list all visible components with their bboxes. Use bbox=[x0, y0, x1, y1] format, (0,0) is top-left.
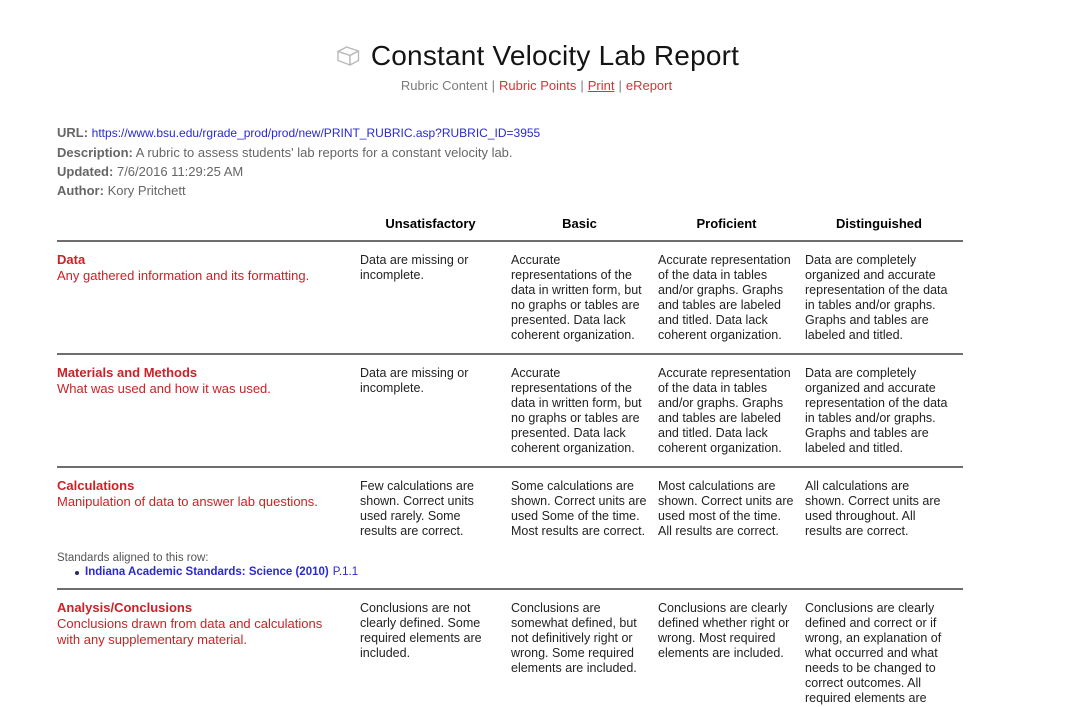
page-title-row: Constant Velocity Lab Report bbox=[334, 40, 739, 72]
header-unsatisfactory: Unsatisfactory bbox=[360, 216, 511, 242]
criteria-title: Data bbox=[57, 252, 86, 267]
header-basic: Basic bbox=[511, 216, 658, 242]
cell-proficient: Most calculations are shown. Correct uni… bbox=[658, 466, 805, 549]
criteria-cell: Data Any gathered information and its fo… bbox=[57, 241, 360, 354]
criteria-cell: Analysis/Conclusions Conclusions drawn f… bbox=[57, 588, 360, 707]
standard-link[interactable]: Indiana Academic Standards: Science (201… bbox=[85, 566, 329, 578]
criteria-header-spacer bbox=[57, 216, 360, 242]
rubric-page: Constant Velocity Lab Report Rubric Cont… bbox=[0, 40, 1073, 707]
updated-value: 7/6/2016 11:29:25 AM bbox=[116, 164, 244, 179]
author-value: Kory Pritchett bbox=[107, 183, 186, 198]
cell-basic: Conclusions are somewhat defined, but no… bbox=[511, 588, 658, 707]
nav-ereport[interactable]: eReport bbox=[625, 78, 673, 93]
url-label: URL: bbox=[57, 125, 89, 140]
rubric-url-link[interactable]: https://www.bsu.edu/rgrade_prod/prod/new… bbox=[91, 126, 541, 140]
author-label: Author: bbox=[57, 183, 104, 198]
cell-unsatisfactory: Data are missing or incomplete. bbox=[360, 353, 511, 467]
page-title: Constant Velocity Lab Report bbox=[370, 40, 740, 71]
meta-updated-row: Updated: 7/6/2016 11:29:25 AM bbox=[57, 162, 1073, 181]
meta-description-row: Description: A rubric to assess students… bbox=[57, 143, 1073, 162]
criteria-title: Materials and Methods bbox=[57, 365, 198, 380]
rubric-metadata: URL: https://www.bsu.edu/rgrade_prod/pro… bbox=[57, 123, 1073, 200]
cube-icon bbox=[334, 44, 362, 68]
cell-distinguished: Data are completely organized and accura… bbox=[805, 353, 963, 467]
nav-print[interactable]: Print bbox=[587, 78, 615, 93]
meta-url-row: URL: https://www.bsu.edu/rgrade_prod/pro… bbox=[57, 123, 1073, 143]
description-value: A rubric to assess students' lab reports… bbox=[135, 145, 513, 160]
updated-label: Updated: bbox=[57, 164, 114, 179]
cell-unsatisfactory: Conclusions are not clearly defined. Som… bbox=[360, 588, 511, 707]
cell-proficient: Conclusions are clearly defined whether … bbox=[658, 588, 805, 707]
criteria-cell: Materials and Methods What was used and … bbox=[57, 353, 360, 467]
header-distinguished: Distinguished bbox=[805, 216, 963, 242]
bullet-icon bbox=[75, 570, 79, 575]
nav-separator: | bbox=[491, 78, 496, 93]
criteria-description: Conclusions drawn from data and calculat… bbox=[57, 616, 323, 647]
description-label: Description: bbox=[57, 145, 133, 160]
cell-proficient: Accurate representation of the data in t… bbox=[658, 253, 791, 342]
criteria-description: Any gathered information and its formatt… bbox=[57, 268, 310, 283]
cell-distinguished: Data are completely organized and accura… bbox=[805, 253, 948, 342]
header-proficient: Proficient bbox=[658, 216, 805, 242]
table-row-data: Data Any gathered information and its fo… bbox=[57, 241, 963, 354]
nav-separator: | bbox=[618, 78, 622, 93]
rubric-table: Unsatisfactory Basic Proficient Distingu… bbox=[57, 216, 963, 707]
table-row-materials-and-methods: Materials and Methods What was used and … bbox=[57, 353, 963, 467]
criteria-title: Analysis/Conclusions bbox=[57, 600, 193, 615]
cell-basic: Accurate representations of the data in … bbox=[511, 253, 642, 342]
nav-rubric-content: Rubric Content bbox=[400, 78, 488, 93]
standards-row-calculations: Standards aligned to this row: Indiana A… bbox=[57, 549, 963, 589]
page-header: Constant Velocity Lab Report Rubric Cont… bbox=[0, 40, 1073, 93]
standards-cell: Standards aligned to this row: Indiana A… bbox=[57, 549, 963, 589]
standards-item: Indiana Academic Standards: Science (201… bbox=[75, 565, 963, 580]
cell-basic: Accurate representations of the data in … bbox=[511, 353, 658, 467]
table-row-analysis-conclusions: Analysis/Conclusions Conclusions drawn f… bbox=[57, 588, 963, 707]
cell-proficient: Accurate representation of the data in t… bbox=[658, 353, 805, 467]
criteria-cell: Calculations Manipulation of data to ans… bbox=[57, 466, 360, 549]
nav-separator: | bbox=[580, 78, 584, 93]
criteria-description: What was used and how it was used. bbox=[57, 381, 271, 396]
standards-label: Standards aligned to this row: bbox=[57, 552, 209, 564]
cell-basic: Some calculations are shown. Correct uni… bbox=[511, 466, 658, 549]
criteria-title: Calculations bbox=[57, 478, 135, 493]
cell-unsatisfactory: Few calculations are shown. Correct unit… bbox=[360, 466, 511, 549]
criteria-description: Manipulation of data to answer lab quest… bbox=[57, 494, 318, 509]
cell-unsatisfactory: Data are missing or incomplete. bbox=[360, 253, 469, 282]
cell-distinguished: Conclusions are clearly defined and corr… bbox=[805, 588, 963, 707]
cell-distinguished: All calculations are shown. Correct unit… bbox=[805, 466, 963, 549]
nav-rubric-points[interactable]: Rubric Points bbox=[499, 78, 577, 93]
rating-header-row: Unsatisfactory Basic Proficient Distingu… bbox=[57, 216, 963, 242]
meta-author-row: Author: Kory Pritchett bbox=[57, 181, 1073, 200]
standard-code: P.1.1 bbox=[332, 566, 359, 578]
rubric-subnav: Rubric Content | Rubric Points | Print | eRepo… bbox=[0, 78, 1073, 93]
table-row-calculations: Calculations Manipulation of data to ans… bbox=[57, 466, 963, 549]
